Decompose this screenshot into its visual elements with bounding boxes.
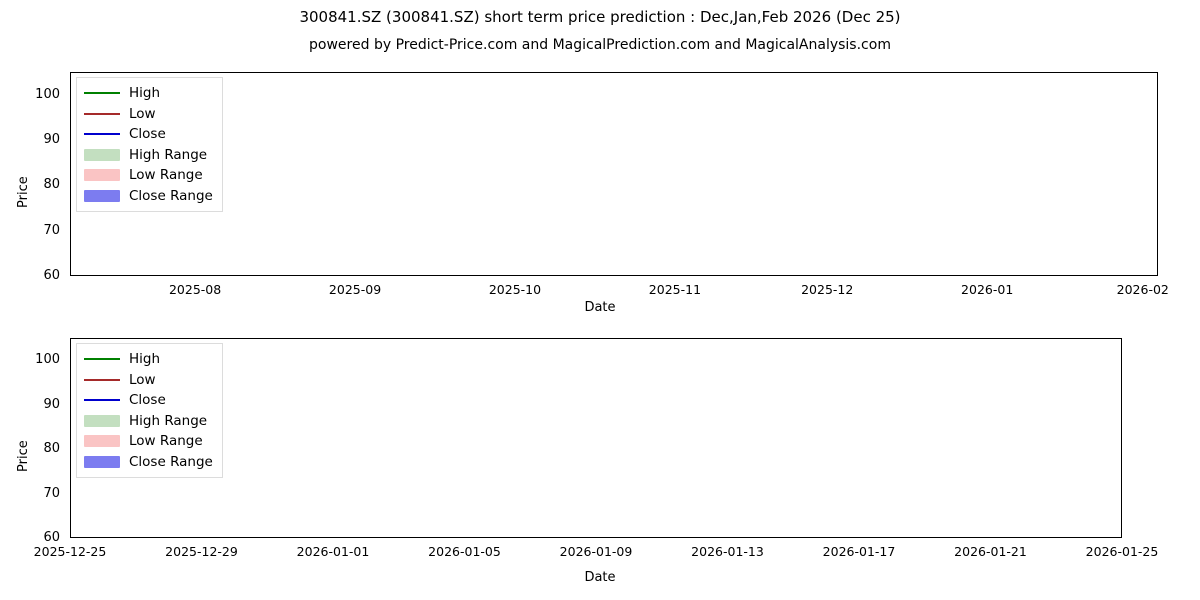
y-axis-tick-top: 80 bbox=[43, 177, 60, 193]
x-axis-tick-bottom: 2025-12-29 bbox=[165, 544, 238, 559]
y-axis-tick-bottom: 60 bbox=[43, 530, 60, 545]
y-axis-tick-top: 90 bbox=[43, 132, 60, 147]
legend-item-label: Close bbox=[129, 126, 166, 143]
x-axis-tick-top: 2025-11 bbox=[648, 282, 702, 297]
y-axis-tick-top: 70 bbox=[43, 222, 60, 238]
x-axis-tick-top: 2025-09 bbox=[328, 282, 382, 297]
legend-line-swatch bbox=[84, 92, 120, 95]
x-axis-tick-top: 2025-10 bbox=[488, 282, 542, 297]
legend-item-label: High bbox=[129, 85, 161, 102]
legend-patch-swatch bbox=[84, 148, 120, 161]
legend-line-swatch bbox=[84, 378, 120, 381]
x-axis-tick-bottom: 2026-01-09 bbox=[559, 544, 633, 559]
y-axis-tick-top: 60 bbox=[43, 268, 60, 283]
legend-item-close[interactable]: Close bbox=[84, 124, 213, 145]
legend-item-close-range[interactable]: Close Range bbox=[84, 186, 213, 207]
x-axis-label-top: Date bbox=[584, 300, 616, 315]
y-axis-tick-bottom: 90 bbox=[43, 396, 60, 412]
overview-plot-area: Predict-Price.comPredict-Price.comPredic… bbox=[70, 72, 1158, 276]
x-axis-tick-top: 2025-08 bbox=[168, 282, 222, 297]
overview-chart-panel: Price Predict-Price.comPredict-Price.com… bbox=[0, 58, 1200, 320]
legend-item-low-range[interactable]: Low Range bbox=[84, 431, 213, 452]
legend-item-label: Close Range bbox=[129, 453, 213, 470]
x-axis-label-bottom: Date bbox=[584, 570, 616, 585]
x-axis-tick-bottom: 2026-01-17 bbox=[822, 544, 896, 559]
legend-item-high[interactable]: High bbox=[84, 83, 213, 104]
y-axis-tick-bottom: 100 bbox=[35, 352, 60, 368]
legend-patch-swatch bbox=[84, 414, 120, 427]
page-subtitle: powered by Predict-Price.com and Magical… bbox=[309, 37, 891, 53]
legend-item-high[interactable]: High bbox=[84, 349, 213, 370]
legend-item-close-range[interactable]: Close Range bbox=[84, 452, 213, 473]
y-axis-tick-bottom: 80 bbox=[43, 441, 60, 457]
x-axis-tick-bottom: 2026-01-13 bbox=[691, 544, 764, 559]
overview-plot-frame bbox=[70, 72, 1158, 276]
legend-item-label: Close Range bbox=[129, 187, 213, 204]
x-axis-tick-top: 2026-01 bbox=[961, 282, 1014, 297]
forecast-detail-plot-area: Predict-Price.comPredict-Price.com HighL… bbox=[70, 338, 1122, 538]
legend-item-label: High Range bbox=[129, 412, 208, 429]
legend-item-close[interactable]: Close bbox=[84, 390, 213, 411]
x-axis-tick-bottom: 2026-01-05 bbox=[428, 544, 501, 559]
forecast-detail-legend: High Low Close High Range Low Range Close Ran… bbox=[76, 343, 223, 478]
legend-item-label: Low Range bbox=[129, 433, 203, 450]
x-axis-tick-bottom: 2026-01-01 bbox=[296, 544, 370, 559]
legend-item-label: Low Range bbox=[129, 167, 203, 184]
overview-legend: High Low Close High Range Low Range Close Ran… bbox=[76, 77, 223, 212]
legend-item-high-range[interactable]: High Range bbox=[84, 145, 213, 166]
y-axis-tick-top: 100 bbox=[35, 86, 60, 102]
chart-titles: 300841.SZ (300841.SZ) short term price p… bbox=[0, 0, 1200, 56]
legend-item-low[interactable]: Low bbox=[84, 370, 213, 391]
legend-line-swatch bbox=[84, 399, 120, 402]
y-axis-tick-bottom: 70 bbox=[43, 485, 60, 501]
legend-item-label: High Range bbox=[129, 146, 208, 163]
x-axis-tick-top: 2026-02 bbox=[1116, 282, 1169, 297]
legend-item-low[interactable]: Low bbox=[84, 104, 213, 125]
forecast-detail-plot-frame bbox=[70, 338, 1122, 538]
x-axis-tick-top: 2025-12 bbox=[801, 282, 854, 297]
legend-item-label: Low bbox=[129, 105, 156, 122]
legend-item-label: Low bbox=[129, 371, 156, 388]
legend-patch-swatch bbox=[84, 189, 120, 202]
legend-line-swatch bbox=[84, 133, 120, 136]
legend-line-swatch bbox=[84, 358, 120, 361]
x-axis-tick-bottom: 2026-01-21 bbox=[954, 544, 1027, 559]
forecast-detail-chart-panel: Price Predict-Price.comPredict-Price.com… bbox=[0, 324, 1200, 594]
x-axis-tick-bottom: 2026-01-25 bbox=[1085, 544, 1159, 559]
legend-line-swatch bbox=[84, 112, 120, 115]
legend-patch-swatch bbox=[84, 455, 120, 468]
legend-item-high-range[interactable]: High Range bbox=[84, 411, 213, 432]
legend-patch-swatch bbox=[84, 435, 120, 448]
legend-item-low-range[interactable]: Low Range bbox=[84, 165, 213, 186]
legend-item-label: High bbox=[129, 351, 161, 368]
page-title: 300841.SZ (300841.SZ) short term price p… bbox=[299, 8, 901, 26]
x-axis-tick-bottom: 2025-12-25 bbox=[33, 544, 107, 559]
legend-item-label: Close bbox=[129, 392, 166, 409]
legend-patch-swatch bbox=[84, 169, 120, 182]
